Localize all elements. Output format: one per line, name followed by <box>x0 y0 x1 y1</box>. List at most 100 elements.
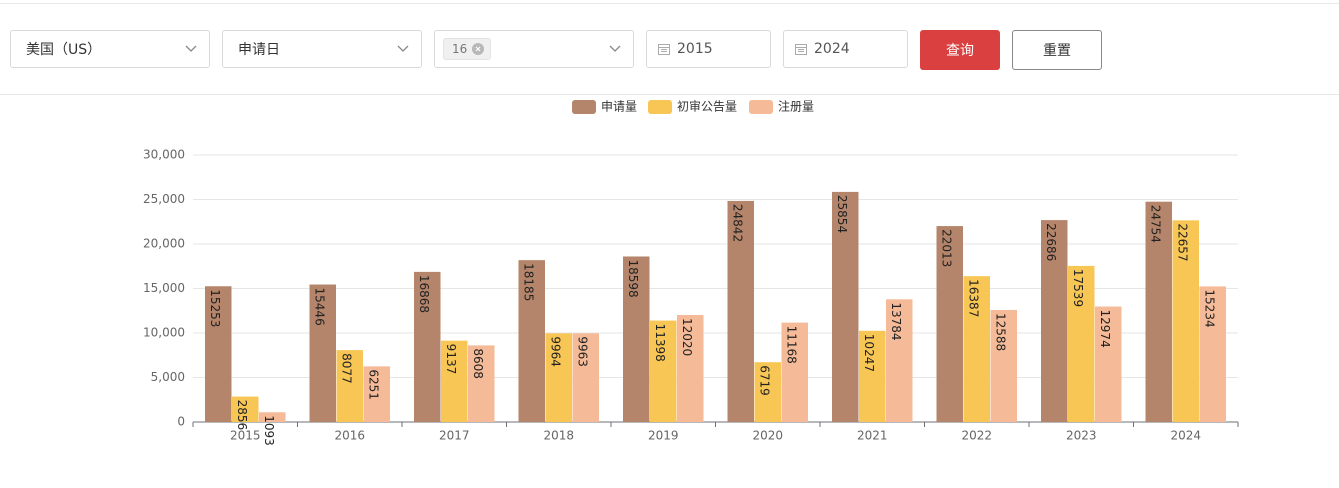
bar <box>832 191 859 422</box>
y-tick-label: 5,000 <box>151 370 185 384</box>
value-label: 22013 <box>939 229 953 267</box>
value-label: 16868 <box>417 275 431 313</box>
bar <box>1095 306 1122 422</box>
value-label: 25854 <box>835 195 849 233</box>
value-label: 15253 <box>208 289 222 327</box>
value-label: 12588 <box>993 313 1007 351</box>
value-label: 10247 <box>862 334 876 372</box>
bar <box>886 299 913 422</box>
value-label: 24842 <box>730 204 744 242</box>
value-label: 15234 <box>1202 289 1216 327</box>
divider <box>0 3 1339 4</box>
bar <box>859 330 886 422</box>
end-date-input[interactable]: 2024 <box>783 30 908 68</box>
bar <box>205 286 232 422</box>
bar <box>259 412 286 422</box>
calendar-icon <box>795 44 807 55</box>
bar <box>336 350 363 422</box>
start-date-input[interactable]: 2015 <box>646 30 771 68</box>
y-tick-label: 30,000 <box>143 148 185 162</box>
value-label: 15446 <box>312 288 326 326</box>
bar <box>518 260 545 422</box>
bar <box>309 284 336 422</box>
bar <box>468 345 495 422</box>
value-label: 6251 <box>366 369 380 400</box>
class-select[interactable]: 16 <box>434 30 634 68</box>
x-tick-label: 2021 <box>857 429 888 443</box>
value-label: 9963 <box>575 336 589 367</box>
bar <box>1199 286 1226 422</box>
chart: 申请量 初审公告量 注册量 0 5,000 10,000 15,000 20,000 25,00… <box>143 99 1239 446</box>
x-tick-label: 2023 <box>1066 429 1097 443</box>
bar <box>1172 220 1199 422</box>
value-label: 9964 <box>548 336 562 367</box>
value-label: 6719 <box>757 365 771 396</box>
bar <box>1145 201 1172 422</box>
bar <box>781 322 808 422</box>
legend-swatch <box>648 100 672 114</box>
bar <box>963 276 990 422</box>
value-label: 11168 <box>784 326 798 364</box>
bar <box>650 320 677 422</box>
value-label: 1093 <box>262 415 276 446</box>
legend-swatch <box>572 100 596 114</box>
value-label: 9137 <box>444 344 458 375</box>
query-button[interactable]: 查询 <box>920 30 1000 70</box>
value-label: 18185 <box>521 263 535 301</box>
bar <box>936 226 963 422</box>
x-tick-label: 2022 <box>961 429 992 443</box>
bar <box>623 256 650 422</box>
y-tick-label: 15,000 <box>143 281 185 295</box>
tag-text: 16 <box>452 42 468 56</box>
x-tick-label: 2018 <box>543 429 574 443</box>
bar <box>727 200 754 422</box>
country-select[interactable]: 美国（US） <box>10 30 210 68</box>
value-label: 8077 <box>339 353 353 384</box>
date-type-select[interactable]: 申请日 <box>222 30 422 68</box>
bar <box>572 333 599 422</box>
date-text: 2015 <box>677 41 713 57</box>
x-tick-label: 2019 <box>648 429 679 443</box>
select-text: 申请日 <box>238 42 280 58</box>
legend-swatch <box>749 100 773 114</box>
bar <box>545 333 572 422</box>
value-label: 16387 <box>966 279 980 317</box>
chevron <box>397 45 409 52</box>
y-tick-label: 10,000 <box>143 326 185 340</box>
date-text: 2024 <box>814 41 850 57</box>
x-tick-label: 2020 <box>752 429 783 443</box>
value-label: 12020 <box>680 318 694 356</box>
bar <box>677 315 704 422</box>
legend-label: 申请量 <box>601 100 637 114</box>
value-label: 22686 <box>1044 223 1058 261</box>
chevron <box>609 45 621 52</box>
tag: 16 <box>443 38 492 60</box>
value-label: 12974 <box>1098 310 1112 348</box>
x-tick-label: 2016 <box>334 429 365 443</box>
value-label: 13784 <box>889 302 903 340</box>
reset-button[interactable]: 重置 <box>1012 30 1102 70</box>
divider <box>0 94 1339 95</box>
value-label: 8608 <box>471 348 485 379</box>
select-text: 美国（US） <box>26 42 102 58</box>
x-tick-label: 2017 <box>439 429 470 443</box>
value-label: 17539 <box>1071 269 1085 307</box>
value-label: 11398 <box>653 324 667 362</box>
legend-label: 注册量 <box>778 99 814 114</box>
calendar-icon <box>658 44 670 55</box>
y-tick-label: 0 <box>177 415 185 429</box>
chevron <box>185 45 197 52</box>
tag-close[interactable] <box>472 43 485 55</box>
bar <box>1041 220 1068 422</box>
value-label: 24754 <box>1148 205 1162 243</box>
bar <box>414 271 441 422</box>
bar <box>754 362 781 422</box>
y-tick-label: 20,000 <box>143 237 185 251</box>
x-tick-label: 2024 <box>1170 429 1201 443</box>
bar <box>232 396 259 422</box>
bar <box>990 309 1017 422</box>
bar <box>363 366 390 422</box>
y-tick-label: 25,000 <box>143 192 185 206</box>
value-label: 2856 <box>235 400 249 431</box>
